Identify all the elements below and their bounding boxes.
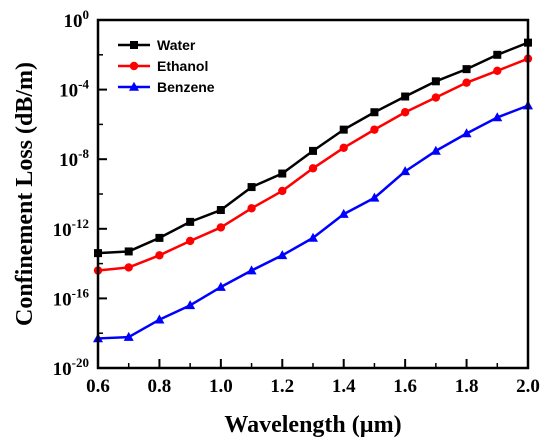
x-tick-label: 1.2 (270, 376, 294, 397)
x-tick-label: 1.0 (209, 376, 233, 397)
series-line (97, 104, 529, 340)
data-point (431, 77, 440, 86)
series-ethanol (93, 54, 533, 275)
data-point (492, 112, 503, 122)
data-point (247, 183, 256, 192)
data-point (370, 108, 379, 117)
series-benzene (93, 100, 533, 343)
data-point (493, 66, 502, 76)
x-axis-title: Wavelength (µm) (224, 412, 401, 438)
data-point (215, 281, 226, 291)
y-tick-label: 10-8 (59, 146, 89, 171)
y-tick-label: 10-4 (59, 77, 89, 102)
data-point (431, 93, 441, 102)
legend-item-benzene: Benzene (118, 79, 215, 95)
data-point (124, 247, 133, 256)
data-point (309, 146, 317, 155)
x-tick-label: 1.8 (455, 376, 479, 397)
data-point (277, 250, 288, 260)
data-point (185, 236, 195, 246)
legend-marker (130, 41, 138, 49)
data-point (186, 217, 195, 226)
data-point (369, 192, 380, 202)
legend-label: Water (157, 37, 196, 53)
data-point (462, 65, 471, 74)
y-tick-label: 10-12 (53, 216, 89, 241)
data-point (308, 232, 318, 242)
data-point (185, 300, 196, 310)
data-point (123, 331, 134, 341)
data-point (339, 143, 348, 153)
legend-item-water: Water (118, 37, 196, 53)
data-point (461, 128, 472, 138)
legend-label: Benzene (157, 79, 215, 95)
data-point (462, 78, 471, 87)
data-point (493, 50, 502, 59)
data-point (338, 208, 349, 218)
data-point (155, 233, 164, 242)
data-point (154, 314, 165, 324)
legend-marker (129, 61, 139, 71)
data-point (400, 108, 410, 117)
data-point (124, 263, 133, 272)
x-axis: 0.6 0.8 1.0 1.2 1.4 1.6 1.8 2.0 (86, 359, 540, 397)
data-point (246, 265, 257, 275)
x-tick-label: 2.0 (516, 376, 540, 397)
y-tick-label: 10-20 (53, 355, 89, 380)
data-point (430, 145, 441, 155)
data-point (247, 204, 256, 213)
data-point (370, 125, 379, 134)
data-point (155, 251, 164, 260)
plot-area (93, 38, 533, 343)
x-tick-label: 0.8 (148, 376, 172, 397)
y-axis-title: Confinement Loss (dB/m) (12, 62, 38, 326)
legend-item-ethanol: Ethanol (118, 58, 208, 74)
legend: Water Ethanol Benzene (118, 37, 215, 95)
data-point (400, 166, 411, 176)
data-point (339, 125, 348, 134)
data-point (216, 223, 226, 232)
x-tick-label: 1.4 (332, 376, 356, 397)
data-point (278, 169, 287, 178)
x-tick-label: 0.6 (86, 376, 110, 397)
data-point (401, 92, 410, 101)
y-tick-label: 10-16 (53, 285, 90, 310)
data-point (278, 186, 287, 196)
x-tick-label: 1.6 (393, 376, 417, 397)
legend-label: Ethanol (157, 58, 208, 74)
data-point (216, 206, 225, 215)
y-axis: 10-20 10-16 10-12 10-8 10-4 100 (53, 7, 107, 380)
legend-marker (129, 81, 139, 91)
data-point (308, 164, 318, 173)
y-tick-label: 100 (64, 7, 90, 32)
